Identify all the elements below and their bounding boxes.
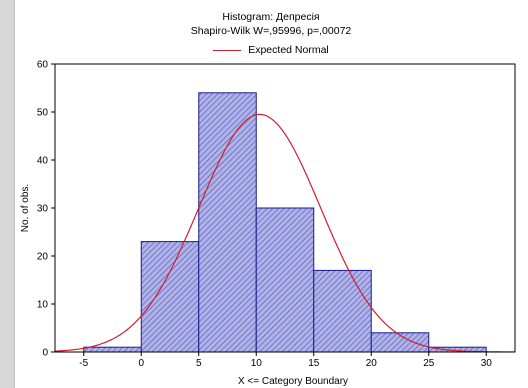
y-tick-label-6: 60 [37,60,49,71]
bars-layer [83,92,487,353]
curve-layer [54,113,515,353]
histogram-bar-1 [140,241,200,353]
x-axis-label: X <= Category Boundary [238,376,348,387]
x-tick-label-6: 25 [423,358,435,369]
x-tick-label-2: 5 [196,358,202,369]
y-tick-label-4: 40 [37,156,49,167]
y-tick-label-0: 0 [42,348,48,359]
histogram-bar-3 [255,207,315,353]
histogram-bar-2 [198,92,257,353]
legend-label-expected-normal: Expected Normal [248,44,329,56]
x-tick-label-4: 15 [308,358,320,369]
chart-title-block: Histogram: Депресія Shapiro-Wilk W=,9599… [14,10,528,38]
x-tick-label-0: -5 [79,358,88,369]
x-tick-label-3: 10 [251,358,263,369]
window-edge [0,0,15,388]
chart-title: Histogram: Депресія [222,11,320,23]
y-axis-label: No. of obs. [20,184,31,232]
legend: Expected Normal [14,43,528,57]
x-tick-label-5: 20 [366,358,378,369]
histogram-bar-0 [83,346,142,353]
x-tick-label-7: 30 [481,358,493,369]
histogram-bar-4 [313,269,372,353]
x-tick-label-1: 0 [138,358,144,369]
axes-layer: 0 10 20 30 40 50 60 -5 0 5 10 15 20 25 30 X <= Category… [20,60,516,387]
y-tick-label-5: 50 [37,108,49,119]
legend-swatch-expected-normal [213,49,242,51]
y-tick-label-2: 20 [37,252,49,263]
y-tick-label-1: 10 [37,300,49,311]
expected-normal-curve [54,113,515,353]
y-tick-label-3: 30 [37,204,49,215]
chart-subtitle: Shapiro-Wilk W=,95996, p=,00072 [190,25,352,37]
